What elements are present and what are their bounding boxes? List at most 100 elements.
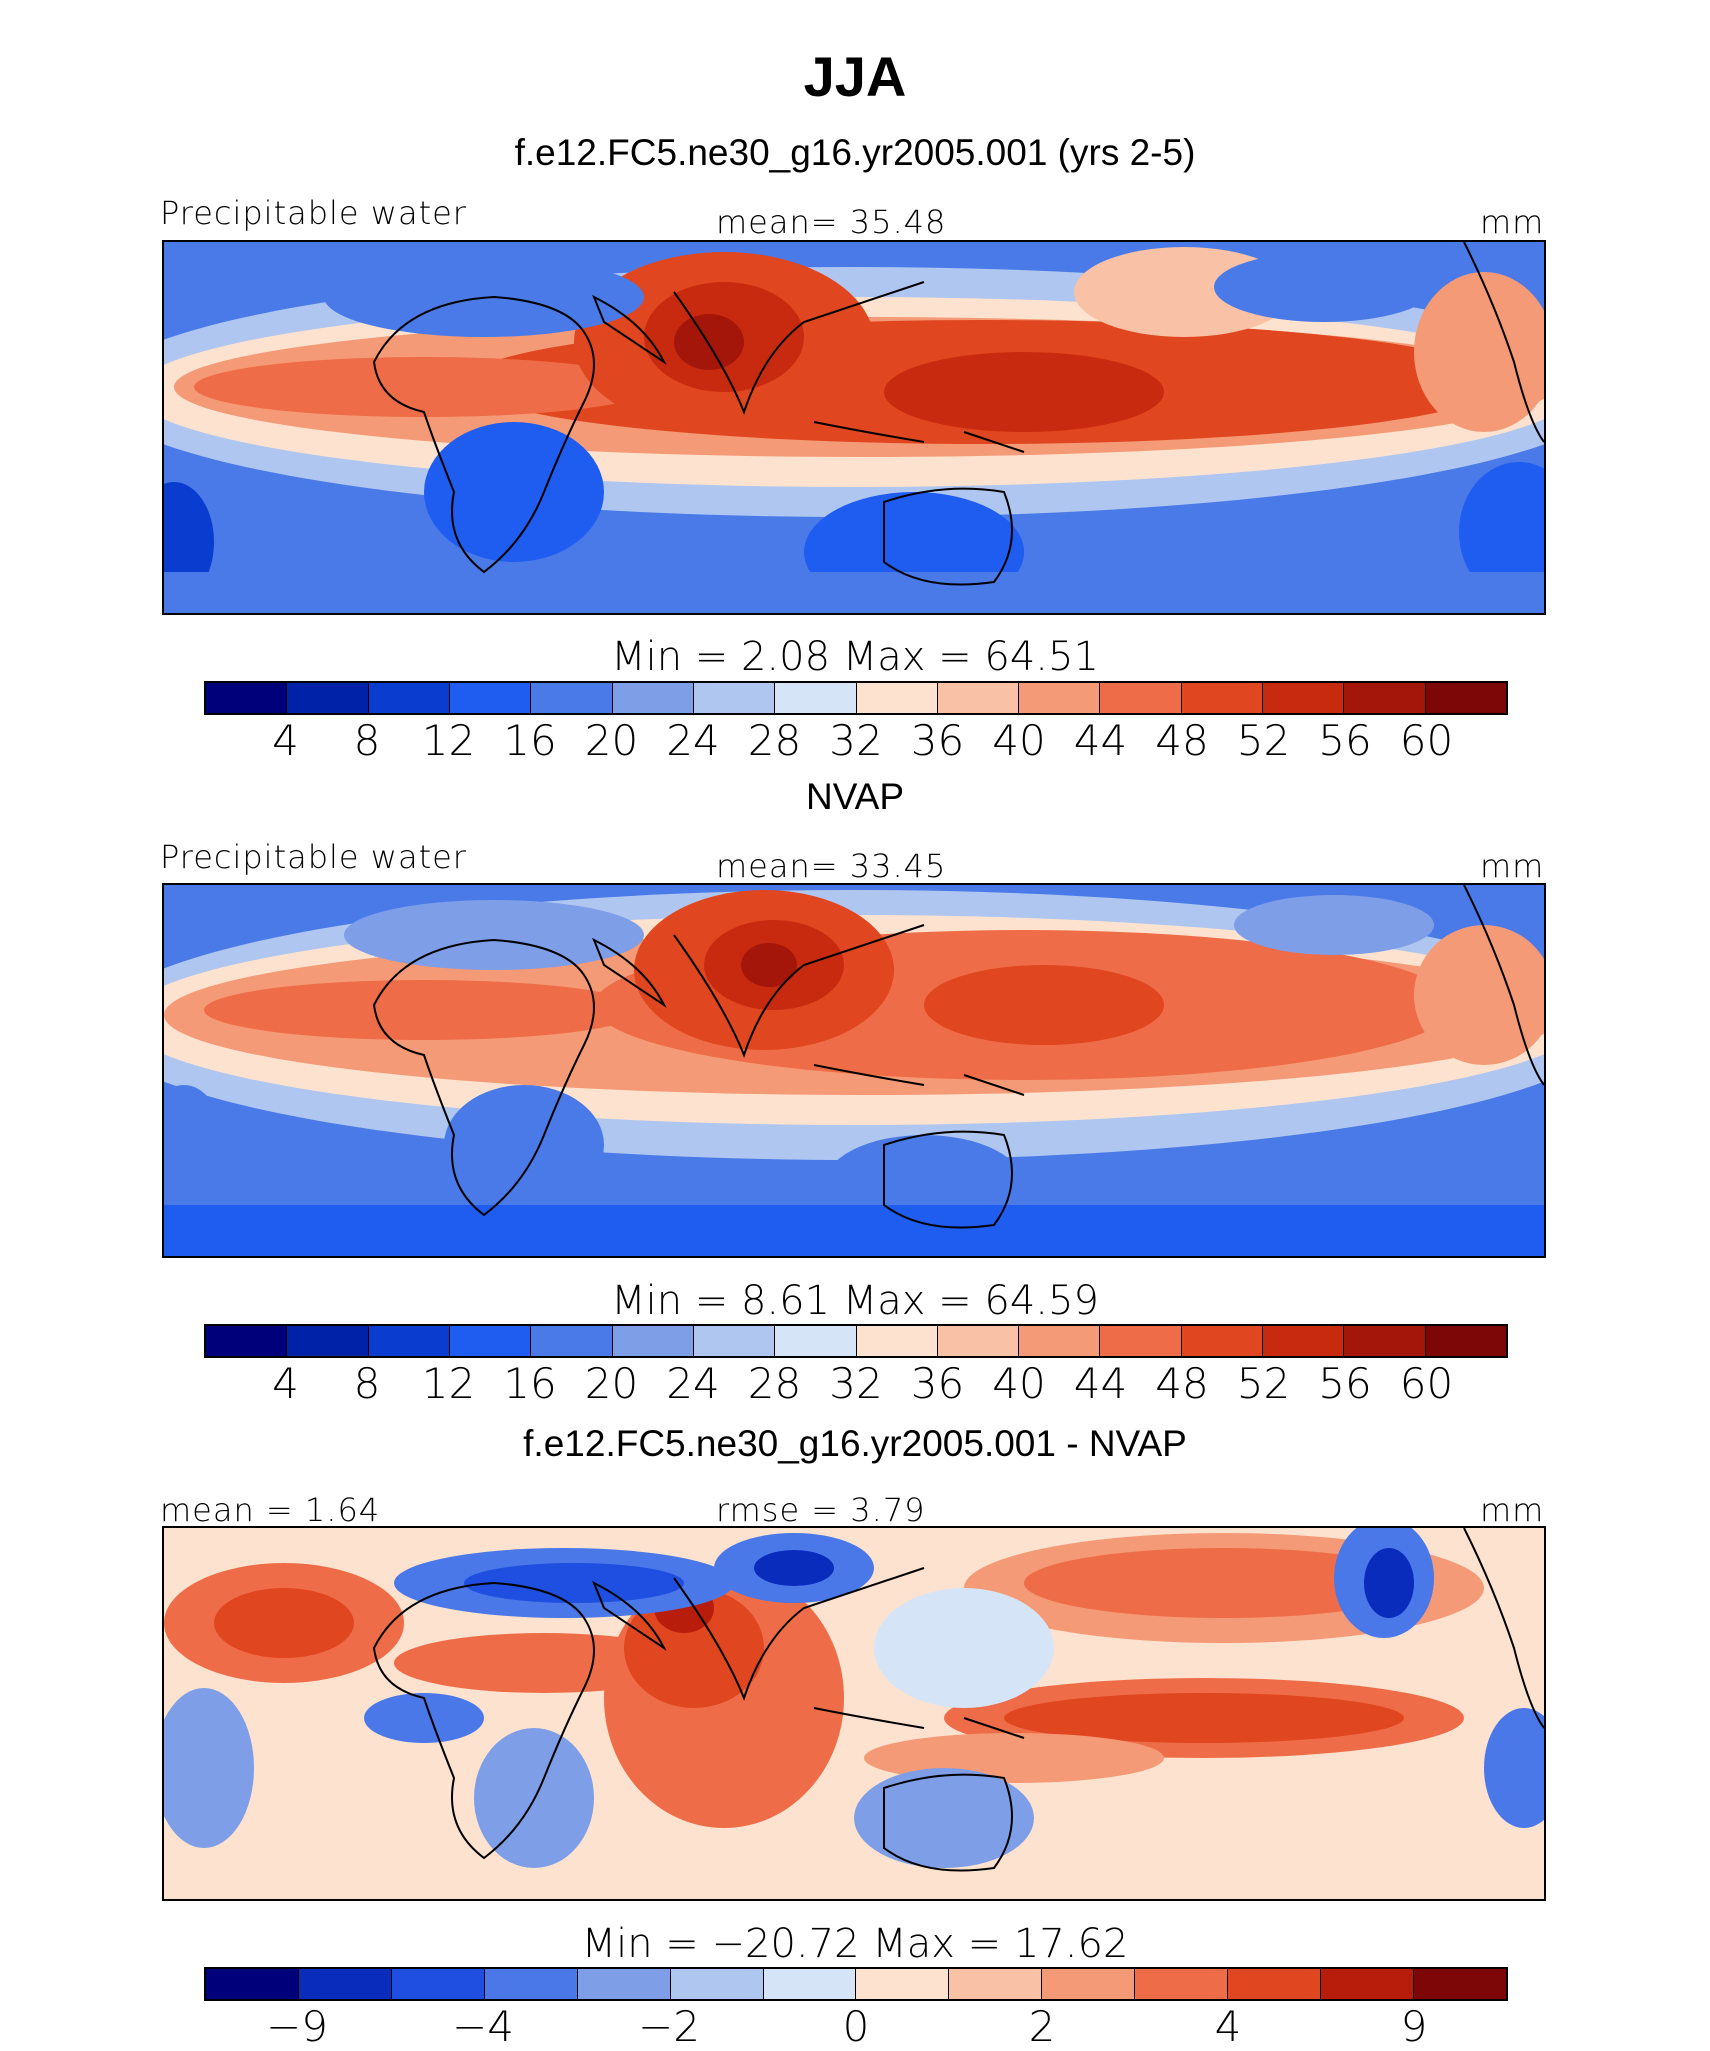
colorbar-swatch: [937, 1326, 1020, 1356]
panel2-variable-label: Precipitable water: [160, 838, 467, 876]
colorbar-tick-label: 8: [353, 1359, 381, 1408]
colorbar-tick-label: 52: [1236, 1359, 1291, 1408]
colorbar-tick-label: 28: [747, 716, 802, 765]
panel2-title: NVAP: [805, 776, 904, 817]
colorbar-tick-label: 4: [1214, 2002, 1242, 2051]
colorbar-tick-label: 44: [1073, 1359, 1128, 1408]
panel1-colorbar: [204, 681, 1508, 715]
colorbar-swatch: [670, 1969, 764, 1999]
colorbar-tick-label: 52: [1236, 716, 1291, 765]
colorbar-swatch: [1019, 683, 1101, 713]
colorbar-swatch: [484, 1969, 578, 1999]
colorbar-tick-label: 36: [910, 1359, 965, 1408]
panel2-units-label: mm: [1480, 847, 1545, 885]
colorbar-swatch: [1321, 1969, 1414, 1999]
colorbar-swatch: [612, 683, 694, 713]
colorbar-swatch: [206, 1969, 299, 1999]
panel2-minmax: Min = 8.61 Max = 64.59: [611, 1278, 1099, 1324]
panel3-mean-label: mean = 1.64: [160, 1491, 381, 1529]
colorbar-swatch: [1181, 1326, 1264, 1356]
colorbar-swatch: [1344, 683, 1426, 713]
colorbar-swatch: [1181, 683, 1264, 713]
panel2-colorbar: [204, 1324, 1508, 1358]
panel3-rmse-label: rmse = 3.79: [716, 1491, 926, 1529]
colorbar-swatch: [577, 1969, 671, 1999]
colorbar-tick-label: 28: [747, 1359, 802, 1408]
colorbar-tick-label: −9: [266, 2002, 328, 2051]
colorbar-tick-label: 4: [272, 716, 299, 765]
colorbar-tick-label: 9: [1400, 2002, 1428, 2051]
colorbar-tick-label: 20: [584, 716, 639, 765]
colorbar-tick-label: −2: [638, 2002, 700, 2051]
colorbar-swatch: [1019, 1326, 1101, 1356]
colorbar-swatch: [612, 1326, 694, 1356]
colorbar-swatch: [1042, 1969, 1136, 1999]
colorbar-tick-label: 24: [666, 1359, 720, 1408]
colorbar-swatch: [368, 683, 450, 713]
colorbar-swatch: [449, 1326, 532, 1356]
colorbar-swatch: [298, 1969, 392, 1999]
panel1-title: f.e12.FC5.ne30_g16.yr2005.001 (yrs 2-5): [514, 132, 1196, 173]
colorbar-tick-label: 32: [829, 716, 883, 765]
panel1-minmax: Min = 2.08 Max = 64.51: [611, 634, 1099, 680]
colorbar-swatch: [287, 683, 369, 713]
colorbar-tick-label: 48: [1155, 716, 1209, 765]
panel3-colorbar: [204, 1967, 1508, 2001]
panel3-title: f.e12.FC5.ne30_g16.yr2005.001 - NVAP: [523, 1423, 1187, 1464]
colorbar-swatch: [775, 1326, 857, 1356]
colorbar-tick-label: 8: [353, 716, 381, 765]
colorbar-swatch: [775, 683, 857, 713]
panel2-map-svg: [164, 885, 1544, 1256]
panel1-map-svg: [164, 242, 1544, 613]
panel3-minmax: Min = −20.72 Max = 17.62: [581, 1921, 1129, 1967]
panel3-map-svg: [164, 1528, 1544, 1899]
colorbar-tick-label: 60: [1399, 716, 1454, 765]
colorbar-swatch: [206, 683, 288, 713]
colorbar-swatch: [1413, 1969, 1506, 1999]
colorbar-swatch: [1425, 1326, 1506, 1356]
colorbar-swatch: [531, 1326, 613, 1356]
panel1-mean-label: mean= 35.48: [716, 203, 947, 241]
panel2-mean-label: mean= 33.45: [716, 847, 947, 885]
colorbar-tick-label: 2: [1028, 2002, 1056, 2051]
colorbar-tick-label: 44: [1073, 716, 1128, 765]
colorbar-swatch: [368, 1326, 450, 1356]
colorbar-swatch: [1228, 1969, 1322, 1999]
colorbar-tick-label: −4: [452, 2002, 514, 2051]
panel3-units-label: mm: [1480, 1491, 1545, 1529]
colorbar-swatch: [856, 1326, 938, 1356]
colorbar-tick-label: 24: [666, 716, 720, 765]
colorbar-tick-label: 56: [1318, 1359, 1372, 1408]
colorbar-swatch: [206, 1326, 288, 1356]
colorbar-swatch: [391, 1969, 485, 1999]
colorbar-tick-label: 32: [829, 1359, 883, 1408]
colorbar-tick-label: 40: [992, 1359, 1046, 1408]
colorbar-swatch: [693, 1326, 776, 1356]
colorbar-swatch: [949, 1969, 1043, 1999]
colorbar-swatch: [1263, 683, 1345, 713]
colorbar-swatch: [531, 683, 613, 713]
colorbar-swatch: [856, 683, 938, 713]
panel2-map: [162, 883, 1546, 1258]
colorbar-tick-label: 16: [503, 1359, 557, 1408]
colorbar-tick-label: 12: [421, 1359, 476, 1408]
colorbar-swatch: [1425, 683, 1506, 713]
colorbar-tick-label: 60: [1399, 1359, 1454, 1408]
colorbar-tick-label: 48: [1155, 1359, 1209, 1408]
colorbar-tick-label: 20: [584, 1359, 639, 1408]
figure-title: JJA: [803, 45, 907, 108]
colorbar-swatch: [1344, 1326, 1426, 1356]
colorbar-tick-label: 40: [992, 716, 1046, 765]
colorbar-swatch: [856, 1969, 950, 1999]
colorbar-swatch: [763, 1969, 857, 1999]
colorbar-swatch: [1100, 683, 1182, 713]
colorbar-swatch: [1100, 1326, 1182, 1356]
colorbar-tick-label: 56: [1318, 716, 1372, 765]
colorbar-tick-label: 0: [842, 2002, 870, 2051]
colorbar-swatch: [693, 683, 776, 713]
colorbar-tick-label: 16: [503, 716, 557, 765]
colorbar-swatch: [449, 683, 532, 713]
colorbar-swatch: [287, 1326, 369, 1356]
panel1-units-label: mm: [1480, 203, 1545, 241]
colorbar-swatch: [1135, 1969, 1229, 1999]
